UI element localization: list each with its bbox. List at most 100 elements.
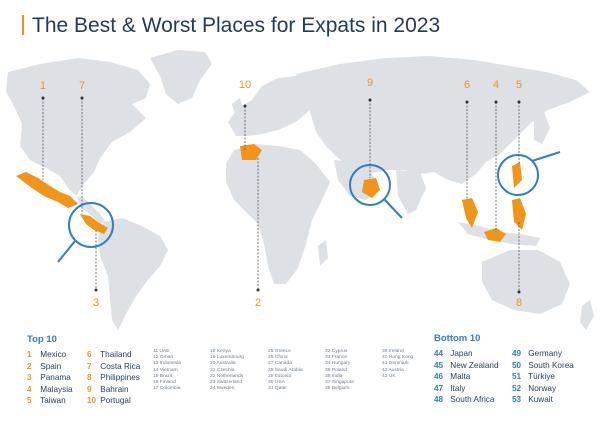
list-item: 40 Hong Kong xyxy=(382,355,414,361)
leader-dot-9 xyxy=(368,98,372,102)
list-item: 10 Portugal xyxy=(87,395,140,407)
list-item: 47 Italy xyxy=(434,383,499,395)
lens-handle-central-america xyxy=(57,240,76,263)
list-item: 14 Vietnam xyxy=(153,367,178,373)
country-bahrain xyxy=(362,178,380,198)
top10-heading: Top 10 xyxy=(27,334,57,345)
list-item: 19 Luxembourg xyxy=(210,355,244,361)
country-name: New Zealand xyxy=(450,360,499,370)
list-item: 13 Indonesia xyxy=(153,361,182,367)
bottom10-col2: 49 Germany 50 South Korea 51 Türkiye 52 … xyxy=(512,348,574,406)
rank-number: 8 xyxy=(87,373,92,383)
rank-number: 52 xyxy=(512,383,522,393)
country-malaysia xyxy=(484,228,506,242)
list-item: 51 Türkiye xyxy=(512,371,574,383)
middle-col-4: 32 Cyprus 33 France 34 Hungary 35 Poland… xyxy=(325,349,354,392)
list-item: 42 Austria xyxy=(382,367,404,373)
lens-handle-bahrain xyxy=(383,198,403,219)
country-name: Portugal xyxy=(100,396,131,406)
middle-col-5: 39 Ireland 40 Hong Kong 41 Denmark 42 Au… xyxy=(382,349,413,380)
list-item: 35 Poland xyxy=(325,367,348,373)
country-name: Bahrain xyxy=(100,384,129,394)
list-item: 50 South Korea xyxy=(512,360,574,372)
rank-number: 9 xyxy=(87,384,92,394)
list-item: 28 Saudi Arabia xyxy=(268,367,303,373)
list-item: 21 Czechia xyxy=(210,367,235,373)
land-europe xyxy=(228,76,322,136)
list-item: 7 Costa Rica xyxy=(87,361,140,373)
callout-1: 1 xyxy=(39,80,47,92)
land-africa xyxy=(226,144,330,284)
land-north-america xyxy=(6,58,150,196)
title-accent-bar xyxy=(22,15,24,35)
page-title-text: The Best & Worst Places for Expats in 20… xyxy=(32,14,441,37)
rank-number: 47 xyxy=(434,383,444,393)
list-item: 15 Brazil xyxy=(153,373,173,379)
rank-number: 6 xyxy=(87,350,92,359)
rank-number: 2 xyxy=(27,361,32,371)
list-item: 41 Denmark xyxy=(382,361,409,367)
country-name: Mexico xyxy=(40,350,67,359)
list-item: 48 South Africa xyxy=(434,394,499,406)
list-item: 38 Belgium xyxy=(325,386,350,392)
leader-dots xyxy=(41,96,521,294)
list-item: 26 China xyxy=(268,355,288,361)
country-name: Spain xyxy=(40,361,62,371)
landmass-layer xyxy=(6,50,594,330)
lens-central-america xyxy=(68,202,114,248)
list-item: 45 New Zealand xyxy=(434,360,499,372)
leader-dot-3 xyxy=(94,288,98,292)
callout-9: 9 xyxy=(366,77,374,89)
country-name: Panama xyxy=(40,373,71,383)
land-central-america xyxy=(76,196,106,224)
country-mexico xyxy=(16,172,78,208)
magnifier-layer xyxy=(57,151,561,263)
country-name: Kuwait xyxy=(528,395,553,405)
land-japan xyxy=(534,112,550,144)
country-name: South Africa xyxy=(450,395,495,405)
list-item: 16 Finland xyxy=(153,380,176,386)
middle-col-3: 25 Greece 26 China 27 Canada 28 Saudi Ar… xyxy=(268,349,303,392)
leader-dot-4 xyxy=(494,100,498,104)
land-greenland xyxy=(150,50,212,104)
list-item: 18 Kenya xyxy=(210,349,231,354)
rank-number: 3 xyxy=(27,373,32,383)
list-item: 37 Singapore xyxy=(325,380,355,386)
rank-number: 4 xyxy=(27,384,32,394)
leader-dot-10 xyxy=(243,104,247,108)
leader-dot-5 xyxy=(517,100,521,104)
list-item: 43 UK xyxy=(382,373,396,379)
country-name: Japan xyxy=(450,349,473,358)
list-item: 36 India xyxy=(325,373,343,379)
list-item: 39 Ireland xyxy=(382,349,404,354)
land-india xyxy=(396,170,426,214)
rank-number: 48 xyxy=(434,395,444,405)
callout-6: 6 xyxy=(463,79,471,91)
list-item: 24 Sweden xyxy=(210,386,235,392)
land-madagascar xyxy=(318,240,328,266)
callout-4: 4 xyxy=(492,79,500,91)
list-item: 9 Bahrain xyxy=(87,384,140,396)
rank-number: 46 xyxy=(434,372,444,382)
leader-dot-6 xyxy=(465,100,469,104)
rank-number: 10 xyxy=(87,396,97,406)
list-item: 6 Thailand xyxy=(87,349,140,361)
list-item: 31 Qatar xyxy=(268,386,288,392)
list-item: 29 Estonia xyxy=(268,373,292,379)
leader-dot-7 xyxy=(80,96,84,100)
list-item: 46 Malta xyxy=(434,371,499,383)
list-item: 33 France xyxy=(325,355,348,361)
rank-number: 49 xyxy=(512,349,522,358)
callout-2: 2 xyxy=(254,297,262,309)
list-item: 52 Norway xyxy=(512,383,574,395)
bottom10-col1: 44 Japan 45 New Zealand 46 Malta 47 Ital… xyxy=(434,348,499,406)
list-item: 34 Hungary xyxy=(325,361,351,367)
leader-dot-8 xyxy=(517,290,521,294)
country-name: Costa Rica xyxy=(100,361,141,371)
lens-taiwan xyxy=(497,154,539,196)
callout-3: 3 xyxy=(92,297,100,309)
list-item: 4 Malaysia xyxy=(27,384,73,396)
leader-dot-2 xyxy=(256,288,260,292)
land-south-america xyxy=(98,218,168,330)
country-philippines xyxy=(512,198,526,230)
